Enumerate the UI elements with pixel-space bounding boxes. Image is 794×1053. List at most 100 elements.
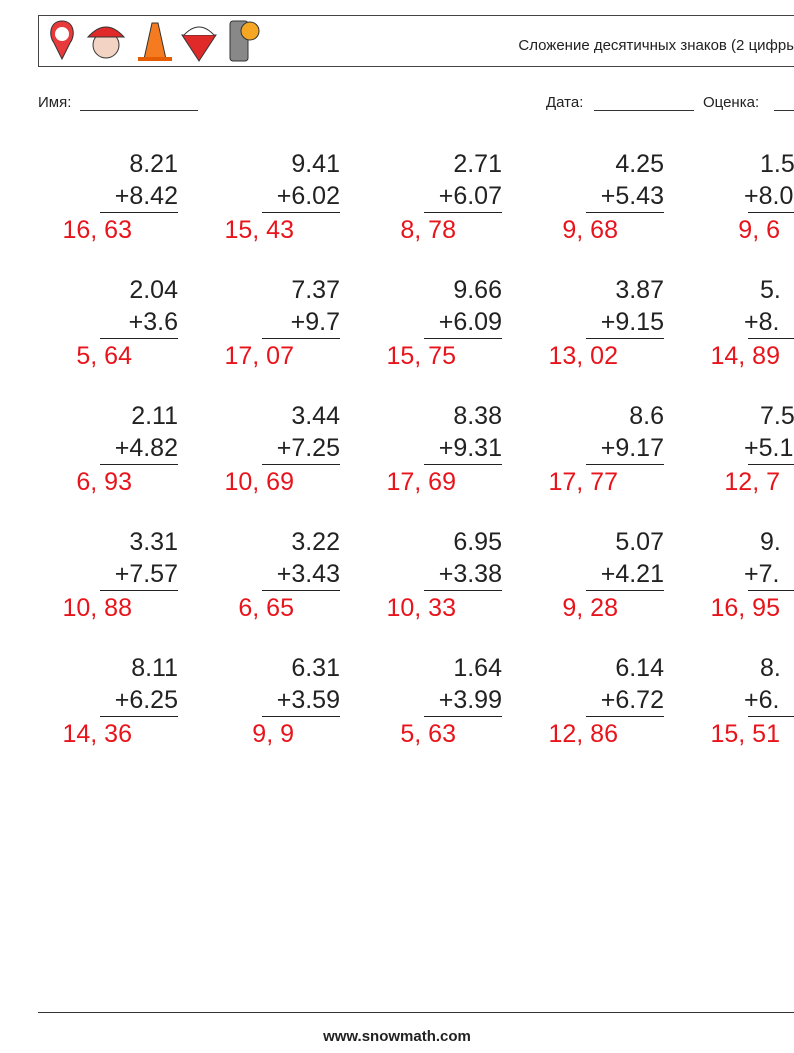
- answer: 17, 69: [386, 468, 456, 496]
- icon-bucket: [181, 34, 217, 62]
- addend-top: 6.31: [291, 654, 340, 682]
- answer: 12, 86: [548, 720, 618, 748]
- addend-top: 9.41: [291, 150, 340, 178]
- addend-top: 3.44: [291, 402, 340, 430]
- addend-top: 2.71: [453, 150, 502, 178]
- addend-bottom: +3.6: [128, 308, 178, 336]
- name-label: Имя:: [38, 94, 72, 111]
- addend-top: 8.21: [129, 150, 178, 178]
- addend-top: 1.5: [760, 150, 794, 178]
- addend-bottom: +6.72: [600, 686, 664, 714]
- addend-top: 6.95: [453, 528, 502, 556]
- answer: 10, 88: [62, 594, 132, 622]
- addend-bottom: +6.07: [438, 182, 502, 210]
- addend-top: 2.04: [129, 276, 178, 304]
- sum-line: [262, 590, 340, 591]
- addend-bottom: +9.31: [438, 434, 502, 462]
- addend-bottom: +6.25: [114, 686, 178, 714]
- addend-bottom: +8.42: [114, 182, 178, 210]
- sum-line: [748, 338, 794, 339]
- addend-bottom: +4.21: [600, 560, 664, 588]
- addend-top: 5.07: [615, 528, 664, 556]
- answer: 15, 43: [224, 216, 294, 244]
- addend-top: 8.38: [453, 402, 502, 430]
- sum-line: [100, 590, 178, 591]
- sum-line: [424, 590, 502, 591]
- addend-top: 6.14: [615, 654, 664, 682]
- addend-top: 8.6: [629, 402, 664, 430]
- answer: 5, 63: [400, 720, 456, 748]
- sum-line: [586, 338, 664, 339]
- addend-bottom: +7.57: [114, 560, 178, 588]
- addend-bottom: +8.: [744, 308, 780, 336]
- icon-helmet: [86, 26, 126, 38]
- addend-top: 9.66: [453, 276, 502, 304]
- addend-bottom: +7.: [744, 560, 780, 588]
- addend-bottom: +3.99: [438, 686, 502, 714]
- sum-line: [100, 338, 178, 339]
- addend-top: 2.11: [131, 402, 178, 430]
- addend-bottom: +6.: [744, 686, 780, 714]
- sum-line: [424, 716, 502, 717]
- addend-top: 3.87: [615, 276, 664, 304]
- sum-line: [424, 338, 502, 339]
- answer: 9, 68: [562, 216, 618, 244]
- sum-line: [262, 212, 340, 213]
- addend-top: 3.22: [291, 528, 340, 556]
- worksheet-title: Сложение десятичных знаков (2 цифры): [518, 37, 794, 54]
- sum-line: [262, 464, 340, 465]
- sum-line: [586, 464, 664, 465]
- name-line: [80, 94, 198, 111]
- addend-top: 1.64: [453, 654, 502, 682]
- answer: 8, 78: [400, 216, 456, 244]
- addend-bottom: +6.02: [276, 182, 340, 210]
- sum-line: [100, 716, 178, 717]
- answer: 9, 9: [252, 720, 294, 748]
- answer: 17, 07: [224, 342, 294, 370]
- sum-line: [262, 338, 340, 339]
- addend-bottom: +9.7: [290, 308, 340, 336]
- answer: 10, 33: [386, 594, 456, 622]
- addend-top: 8.11: [131, 654, 178, 682]
- addend-top: 7.37: [291, 276, 340, 304]
- sum-line: [100, 212, 178, 213]
- score-label: Оценка:: [703, 94, 760, 111]
- addend-bottom: +5.1: [744, 434, 794, 462]
- addend-top: 9.: [760, 528, 781, 556]
- answer: 13, 02: [548, 342, 618, 370]
- footer-site: www.snowmath.com: [323, 1028, 471, 1045]
- addend-bottom: +9.17: [600, 434, 664, 462]
- answer: 15, 51: [710, 720, 780, 748]
- answer: 14, 36: [62, 720, 132, 748]
- answer: 9, 28: [562, 594, 618, 622]
- sum-line: [100, 464, 178, 465]
- answer: 5, 64: [76, 342, 132, 370]
- sum-line: [748, 716, 794, 717]
- sum-line: [586, 212, 664, 213]
- addend-top: 5.: [760, 276, 781, 304]
- score-line: [774, 94, 794, 111]
- addend-bottom: +5.43: [600, 182, 664, 210]
- sum-line: [262, 716, 340, 717]
- icon-bubble: [240, 21, 260, 41]
- addend-top: 4.25: [615, 150, 664, 178]
- answer: 12, 7: [724, 468, 780, 496]
- answer: 10, 69: [224, 468, 294, 496]
- date-line: [594, 94, 694, 111]
- answer: 16, 95: [710, 594, 780, 622]
- addend-bottom: +3.59: [276, 686, 340, 714]
- footer-line: [38, 1012, 794, 1013]
- sum-line: [424, 464, 502, 465]
- answer: 15, 75: [386, 342, 456, 370]
- icon-cone-base: [138, 57, 172, 61]
- addend-bottom: +7.25: [276, 434, 340, 462]
- sum-line: [586, 716, 664, 717]
- answer: 9, 6: [738, 216, 780, 244]
- sum-line: [748, 212, 794, 213]
- addend-bottom: +6.09: [438, 308, 502, 336]
- sum-line: [748, 590, 794, 591]
- addend-bottom: +4.82: [114, 434, 178, 462]
- sum-line: [424, 212, 502, 213]
- addend-bottom: +8.0: [744, 182, 794, 210]
- answer: 14, 89: [710, 342, 780, 370]
